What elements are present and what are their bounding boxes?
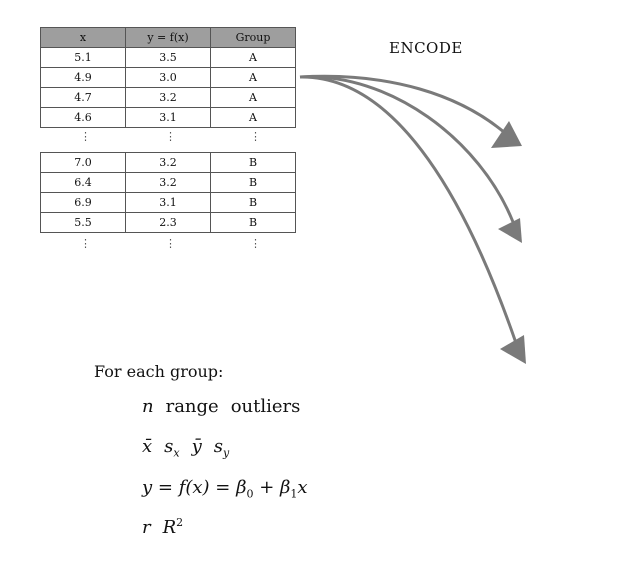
encode-label: ENCODE: [389, 39, 463, 57]
stat-range: range: [165, 396, 219, 417]
stat-line-correlation: r R2: [142, 516, 183, 538]
encode-arrow-3-curve: [299, 75, 518, 344]
stat-line-moments: x̄ sx ȳ sy: [142, 436, 229, 460]
cell-y: 3.0: [125, 67, 211, 88]
cell-group: A: [210, 107, 296, 128]
data-table-group-b: 7.0 3.2 B 6.4 3.2 B 6.9 3.1 B 5.5 2.3 B: [40, 152, 296, 233]
table-row: 4.6 3.1 A: [40, 107, 296, 128]
stat-R: R: [162, 517, 177, 538]
stat-outliers: outliers: [230, 396, 301, 417]
stat-sx: s: [164, 436, 174, 457]
encode-arrow-1-head: [491, 121, 522, 148]
stat-R-sup: 2: [176, 516, 184, 529]
table-row: 5.1 3.5 A: [40, 47, 296, 68]
stat-line-counts: n range outliers: [142, 396, 312, 417]
stat-sx-sub: x: [173, 446, 180, 460]
encode-arrow-2-curve: [299, 75, 515, 223]
encode-arrow-3-head: [500, 335, 526, 364]
regression-plus: + β: [253, 477, 291, 498]
cell-x: 4.6: [40, 107, 126, 128]
cell-y: 3.1: [125, 107, 211, 128]
beta1-sub: 1: [290, 487, 298, 501]
encode-arrow-2-head: [498, 218, 522, 243]
beta0-sub: 0: [246, 487, 254, 501]
cell-group: B: [210, 212, 296, 233]
table-row: 4.9 3.0 A: [40, 67, 296, 88]
stat-sy: s: [213, 436, 224, 457]
table-row: 5.5 2.3 B: [40, 212, 296, 233]
stat-sy-sub: y: [223, 446, 230, 460]
table-row: 4.7 3.2 A: [40, 87, 296, 108]
stat-r: r: [142, 517, 151, 538]
data-table-group-a: x y = f(x) Group 5.1 3.5 A 4.9 3.0 A 4.7…: [40, 27, 296, 128]
stat-xbar: x̄: [142, 436, 153, 457]
cell-y: 2.3: [125, 212, 211, 233]
column-header-y: y = f(x): [125, 27, 211, 48]
stat-line-regression: y = f(x) = β0 + β1x: [142, 477, 308, 501]
stat-n: n: [142, 396, 154, 417]
cell-x: 5.5: [40, 212, 126, 233]
regression-lhs: y = f(x) = β: [142, 477, 247, 498]
table-row: 6.9 3.1 B: [40, 192, 296, 213]
stat-ybar: ȳ: [191, 436, 202, 457]
summary-heading: For each group:: [94, 362, 224, 381]
column-header-x: x: [40, 27, 126, 48]
encode-arrow-1-curve: [299, 74, 506, 135]
regression-rhs: x: [297, 477, 308, 498]
